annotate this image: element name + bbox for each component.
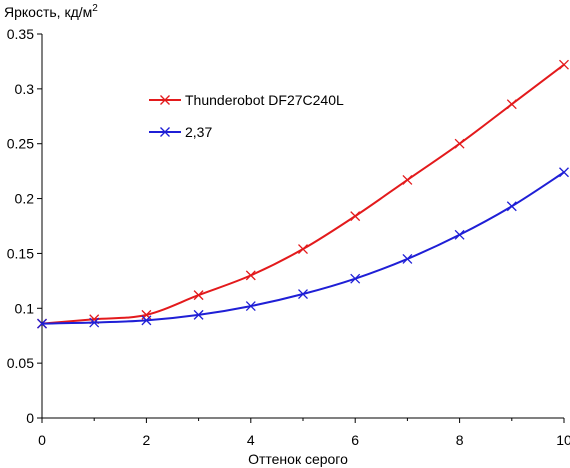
data-point-marker: [402, 253, 413, 264]
data-point-marker-stroke-b: [298, 289, 308, 299]
data-point-marker: [350, 211, 361, 222]
data-point-marker: [245, 270, 256, 281]
data-point-marker-stroke-b: [193, 309, 204, 320]
y-tick-label: 0.15: [7, 245, 34, 261]
data-point-marker-stroke-b: [402, 174, 413, 185]
x-axis-title: Оттенок серого: [248, 451, 348, 467]
y-tick-label: 0.2: [15, 191, 35, 207]
data-point-marker: [245, 301, 256, 312]
data-point-marker: [559, 167, 569, 178]
y-tick-label: 0.35: [7, 26, 34, 42]
data-point-marker-stroke-b: [506, 201, 517, 212]
data-point-marker-stroke-b: [245, 301, 256, 312]
y-axis-title-superscript: 2: [92, 3, 98, 14]
data-point-marker: [37, 318, 47, 329]
x-tick-label: 0: [38, 432, 46, 448]
y-axis-title-text: Яркость, кд/м: [4, 4, 92, 20]
legend: Thunderobot DF27C240L 2,37: [149, 92, 344, 140]
data-point-marker-stroke-b: [402, 253, 413, 264]
data-point-marker: [141, 315, 152, 326]
y-ticks: 0 0.05 0.1 0.15 0.2 0.25 0.3 0.35: [7, 26, 42, 426]
legend-label: Thunderobot DF27C240L: [185, 92, 344, 108]
data-point-marker: [298, 244, 308, 254]
data-point-marker-stroke-b: [350, 211, 361, 222]
data-point-marker: [350, 273, 361, 284]
data-point-marker-stroke-b: [559, 167, 569, 178]
data-point-marker-stroke-b: [506, 99, 517, 110]
legend-label: 2,37: [185, 124, 212, 140]
data-point-marker-stroke-b: [89, 317, 100, 328]
x-tick-label: 6: [351, 432, 359, 448]
data-point-marker: [559, 59, 569, 70]
data-point-marker: [454, 138, 465, 149]
legend-item: 2,37: [149, 124, 212, 140]
data-point-marker: [193, 290, 204, 301]
y-tick-label: 0: [26, 410, 34, 426]
legend-swatch-marker-stroke-b: [160, 95, 170, 105]
data-point-marker: [506, 99, 517, 110]
legend-swatch-marker: [160, 127, 170, 137]
x-tick-label: 4: [247, 432, 255, 448]
data-point-marker: [454, 229, 465, 240]
data-point-marker: [193, 309, 204, 320]
data-point-marker-stroke-b: [559, 59, 569, 70]
data-point-marker-stroke-b: [37, 318, 47, 329]
data-point-marker: [89, 317, 100, 328]
x-tick-label: 8: [456, 432, 464, 448]
x-ticks: 0 2 4 6 8 10: [38, 418, 570, 448]
data-point-marker-stroke-b: [298, 244, 308, 254]
series-2: [37, 167, 569, 329]
series-layer: [37, 59, 569, 329]
legend-swatch-marker-stroke-b: [160, 127, 170, 137]
y-tick-label: 0.25: [7, 136, 34, 152]
legend-item: Thunderobot DF27C240L: [149, 92, 344, 108]
y-tick-label: 0.1: [15, 300, 35, 316]
data-point-marker: [506, 201, 517, 212]
y-axis-title: Яркость, кд/м2: [4, 3, 98, 20]
data-point-marker-stroke-b: [245, 270, 256, 281]
data-point-marker-stroke-b: [454, 229, 465, 240]
y-tick-label: 0.05: [7, 355, 34, 371]
data-point-marker-stroke-b: [454, 138, 465, 149]
y-tick-label: 0.3: [15, 81, 35, 97]
legend-swatch-marker: [160, 95, 170, 105]
data-point-marker-stroke-b: [193, 290, 204, 301]
data-point-marker: [402, 174, 413, 185]
data-point-marker-stroke-b: [350, 273, 361, 284]
x-tick-label: 2: [143, 432, 151, 448]
data-point-marker-stroke-b: [141, 315, 152, 326]
x-tick-label: 10: [556, 432, 570, 448]
data-point-marker: [298, 289, 308, 299]
